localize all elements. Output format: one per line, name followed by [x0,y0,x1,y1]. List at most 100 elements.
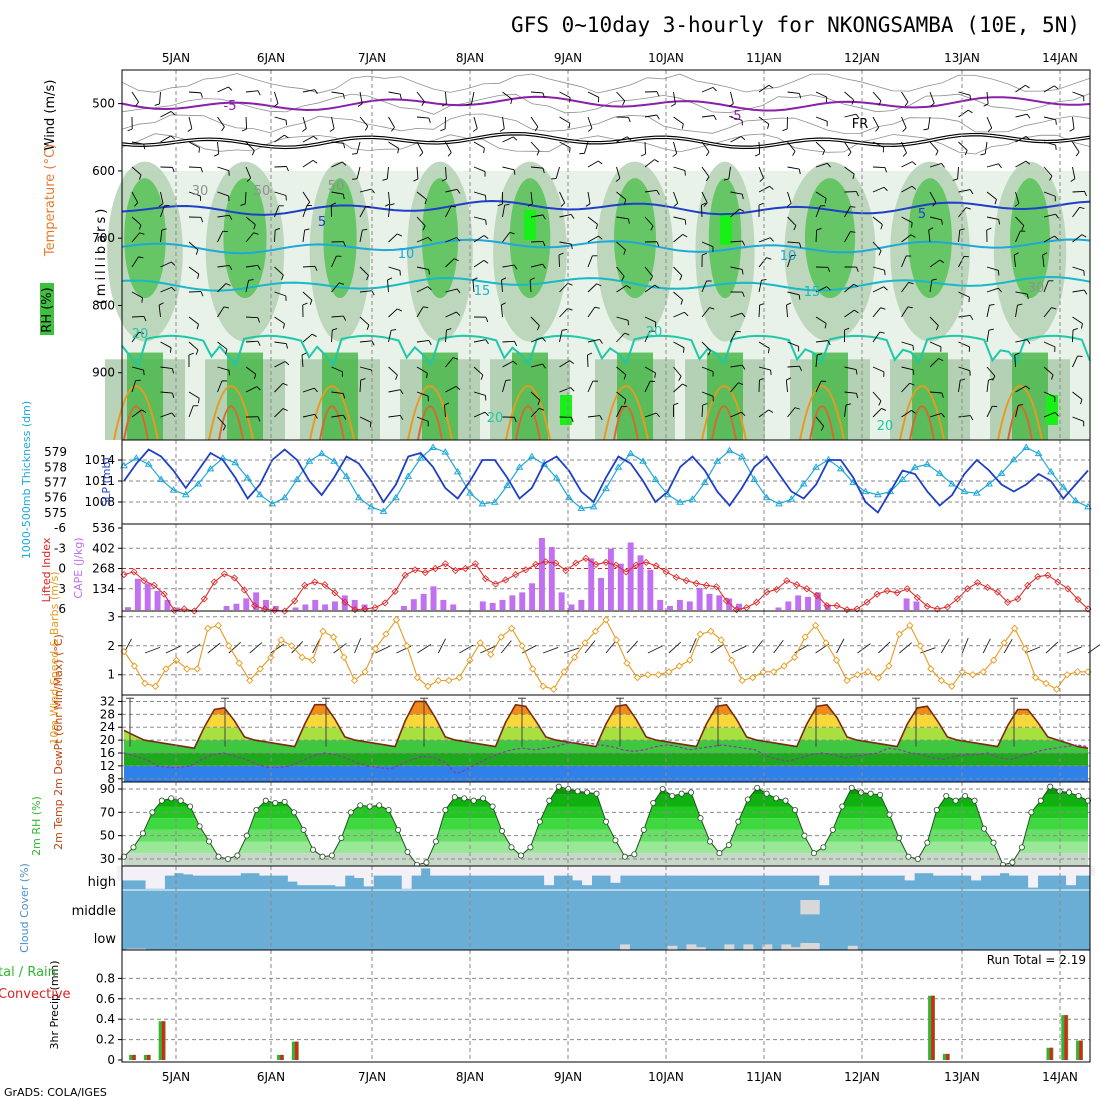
rh-point [612,837,619,844]
wind-barb [356,166,361,179]
bottom-date-label: 5JAN [162,1070,190,1084]
wind-speed-point [612,636,621,644]
rh-point [867,790,874,797]
wind-speed-point [256,665,264,673]
li-point [502,576,510,584]
wind-barb [359,188,372,193]
cape-bar [637,555,644,610]
cloud-level-label: high [88,875,116,890]
wind-barb [217,191,229,197]
surface-wind-barb [375,645,391,654]
wind-barb [160,191,164,204]
rh-point [574,788,581,795]
rh-point [376,802,383,809]
wind-barb [445,311,457,318]
surface-wind-barb [291,641,304,654]
cloud-high-clear [686,866,697,876]
wind-barb-flag [352,178,358,180]
thickness-point [342,472,351,479]
wind-barb-flag [246,177,251,182]
wind-barb-flag [856,266,859,272]
wind-barb-flag [485,317,489,323]
wind-barb-flag [656,91,660,97]
wind-barb [188,266,200,275]
wind-barb [160,135,172,143]
thickness-point [169,486,178,493]
wind-barb [473,391,486,396]
cloud-high-clear [420,866,431,869]
wind-barb [559,141,571,149]
cloud-high-clear [221,866,232,876]
wind-barb-flag [399,94,402,100]
wind-barb [986,163,999,168]
wind-barb-flag [423,306,429,309]
wind-barb-flag [939,259,945,264]
rh-shade-low-moist [227,352,263,440]
rh-point [1018,844,1025,851]
isotherm [121,275,1091,292]
rh-point [621,853,628,860]
wind-barb-flag [382,178,388,181]
wind-barb-flag [708,350,711,356]
slp-tick-label: 1008 [84,495,115,509]
wind-barb [730,331,737,343]
wind-barb-flag [187,128,193,132]
contour-label: -5 [729,109,742,124]
precip-convective-bar [1064,1015,1068,1060]
rh-point [489,803,496,810]
isotherm-25 [309,385,355,441]
isotherm-30 [515,405,541,441]
li-point [722,597,731,605]
li-point [984,583,992,591]
li-point [863,598,871,606]
wind-barb-flag [421,101,425,106]
wind-barb [872,141,884,148]
cape-bar [410,599,417,610]
wind-speed-point [822,639,830,647]
li-point [381,599,389,607]
wind-barb [473,366,484,376]
cloud-high-clear [449,866,460,876]
wind-barb [331,141,344,144]
cloud-low-bar [667,945,678,950]
wind-barb-flag [845,403,851,406]
cloud-high-clear [126,866,137,881]
wind-barb-flag [138,224,142,230]
cape-bar [726,598,733,610]
wind-barb-flag [542,363,546,369]
wind-barb [131,216,142,226]
cape-bar [657,599,664,610]
wind-barb-flag [257,317,260,323]
wind-barb [730,266,743,270]
cape-bar [627,542,634,610]
wind-barb [644,216,654,227]
wind-barb [386,166,389,179]
wind-barb [958,291,970,298]
wind-barb [1014,354,1016,368]
wind-barb [217,283,227,293]
cape-bar [292,607,299,610]
wind-barb-flag [656,190,660,195]
wind-barb [616,136,628,143]
wind-speed-point [361,668,369,676]
cloud-high-clear [1009,866,1020,876]
wind-barb-flag [127,128,133,132]
wind-barb [587,255,593,268]
wind-barb [388,266,401,271]
freezing-line-core [121,133,1091,149]
wind-barb [274,383,284,393]
thickness-point [960,487,969,495]
rh-point [1047,783,1054,790]
wind-barb [559,307,569,318]
wind-barb-flag [331,202,337,206]
cloud-high-clear [477,866,488,876]
wind-barb [844,391,857,394]
wind-barb-flag [769,185,774,190]
wind-barb-flag [343,241,346,247]
wind-barb-flag [703,202,708,207]
top-date-label: 10JAN [648,51,684,65]
wind-barb-flag [282,382,288,386]
wind-barb [416,141,424,153]
li-point [230,574,239,582]
wind-barb [1015,135,1027,143]
